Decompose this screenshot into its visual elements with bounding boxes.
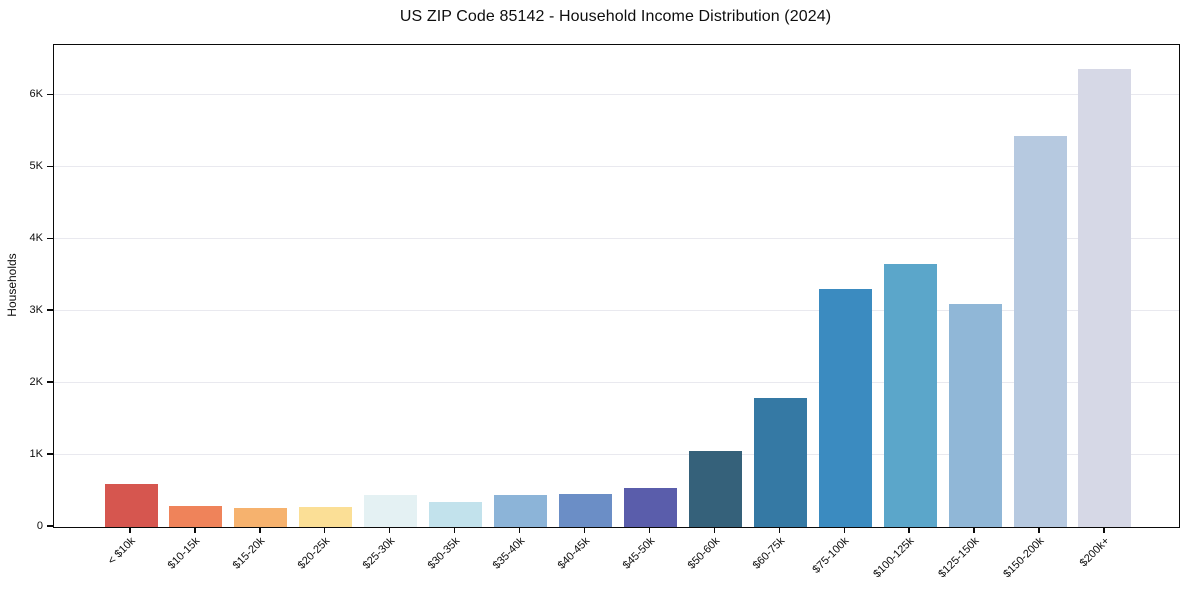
y-tick-mark-1K <box>47 453 53 455</box>
x-tick-label-text: $75-100k <box>810 535 852 576</box>
bar-30-35k <box>429 502 483 527</box>
chart-title: US ZIP Code 85142 - Household Income Dis… <box>399 8 832 25</box>
bar-40-45k <box>559 493 612 527</box>
bar-20-25k <box>299 506 353 527</box>
x-tick-label-text: $35-40k <box>490 535 528 572</box>
x-tick-label-text: $20-25k <box>295 535 333 572</box>
x-tick-mark-4 <box>389 527 391 533</box>
x-tick-mark-10 <box>778 527 780 533</box>
gridline-6K <box>54 94 1179 96</box>
bar-150-200k <box>1013 135 1067 527</box>
x-tick-mark-6 <box>518 527 521 533</box>
x-tick-label-text: $125-150k <box>936 535 982 581</box>
bar-10k <box>104 483 158 527</box>
gridline-5K <box>54 166 1179 168</box>
bar-125-150k <box>948 304 1002 527</box>
y-tick-label-6K: 6K <box>29 87 43 100</box>
x-tick-mark-11 <box>843 527 845 533</box>
bar-200k <box>1078 69 1132 527</box>
bar-45-50k <box>623 488 677 527</box>
x-tick-label-text: $200k+ <box>1077 535 1112 570</box>
x-tick-label-text: $30-35k <box>425 535 463 572</box>
y-tick-mark-4K <box>47 237 53 239</box>
y-tick-label-0: 0 <box>36 519 43 532</box>
gridline-1K <box>54 454 1179 456</box>
x-tick-label-text: $60-75k <box>750 535 787 572</box>
y-tick-mark-6K <box>47 93 53 96</box>
bar-100-125k <box>883 263 937 527</box>
y-tick-label-3K: 3K <box>29 303 43 316</box>
y-tick-label-5K: 5K <box>29 159 43 172</box>
y-tick-mark-0 <box>47 525 53 527</box>
bar-60-75k <box>753 397 807 527</box>
x-tick-label-text: $15-20k <box>230 535 268 572</box>
y-tick-mark-2K <box>47 381 53 383</box>
y-tick-label-4K: 4K <box>29 231 43 244</box>
x-tick-mark-5 <box>453 527 456 533</box>
x-tick-mark-15 <box>1103 527 1105 533</box>
x-tick-mark-0 <box>129 527 131 533</box>
y-tick-mark-3K <box>47 309 53 311</box>
x-tick-label-text: $50-60k <box>685 535 722 572</box>
x-tick-mark-14 <box>1038 527 1040 533</box>
y-tick-label-2K: 2K <box>29 375 43 388</box>
x-tick-mark-13 <box>973 527 975 533</box>
y-tick-label-1K: 1K <box>29 447 43 460</box>
bar-50-60k <box>688 451 742 527</box>
x-tick-mark-2 <box>259 527 261 533</box>
x-tick-mark-1 <box>194 527 196 533</box>
x-tick-label-text: < $10k <box>105 535 138 568</box>
bar-75-100k <box>818 288 872 527</box>
x-tick-label-text: $40-45k <box>555 535 592 572</box>
gridline-4K <box>54 238 1179 240</box>
x-tick-mark-9 <box>713 527 716 533</box>
x-tick-mark-8 <box>648 527 651 533</box>
x-tick-mark-3 <box>324 527 326 533</box>
x-tick-label-text: $45-50k <box>620 535 657 572</box>
bar-10-15k <box>169 505 223 527</box>
x-tick-label-text: $150-200k <box>1001 535 1047 581</box>
x-tick-mark-12 <box>908 527 910 533</box>
x-tick-label-text: $25-30k <box>360 535 398 572</box>
bar-25-30k <box>364 495 418 527</box>
bar-15-20k <box>234 508 288 527</box>
gridline-2K <box>54 382 1179 384</box>
plot-area <box>53 44 1180 528</box>
y-tick-mark-5K <box>47 165 53 167</box>
x-tick-label-text: $100-125k <box>871 535 917 581</box>
gridline-3K <box>54 310 1179 312</box>
bar-35-40k <box>494 494 548 527</box>
x-tick-label-text: $10-15k <box>165 535 203 572</box>
x-tick-mark-7 <box>583 527 586 533</box>
